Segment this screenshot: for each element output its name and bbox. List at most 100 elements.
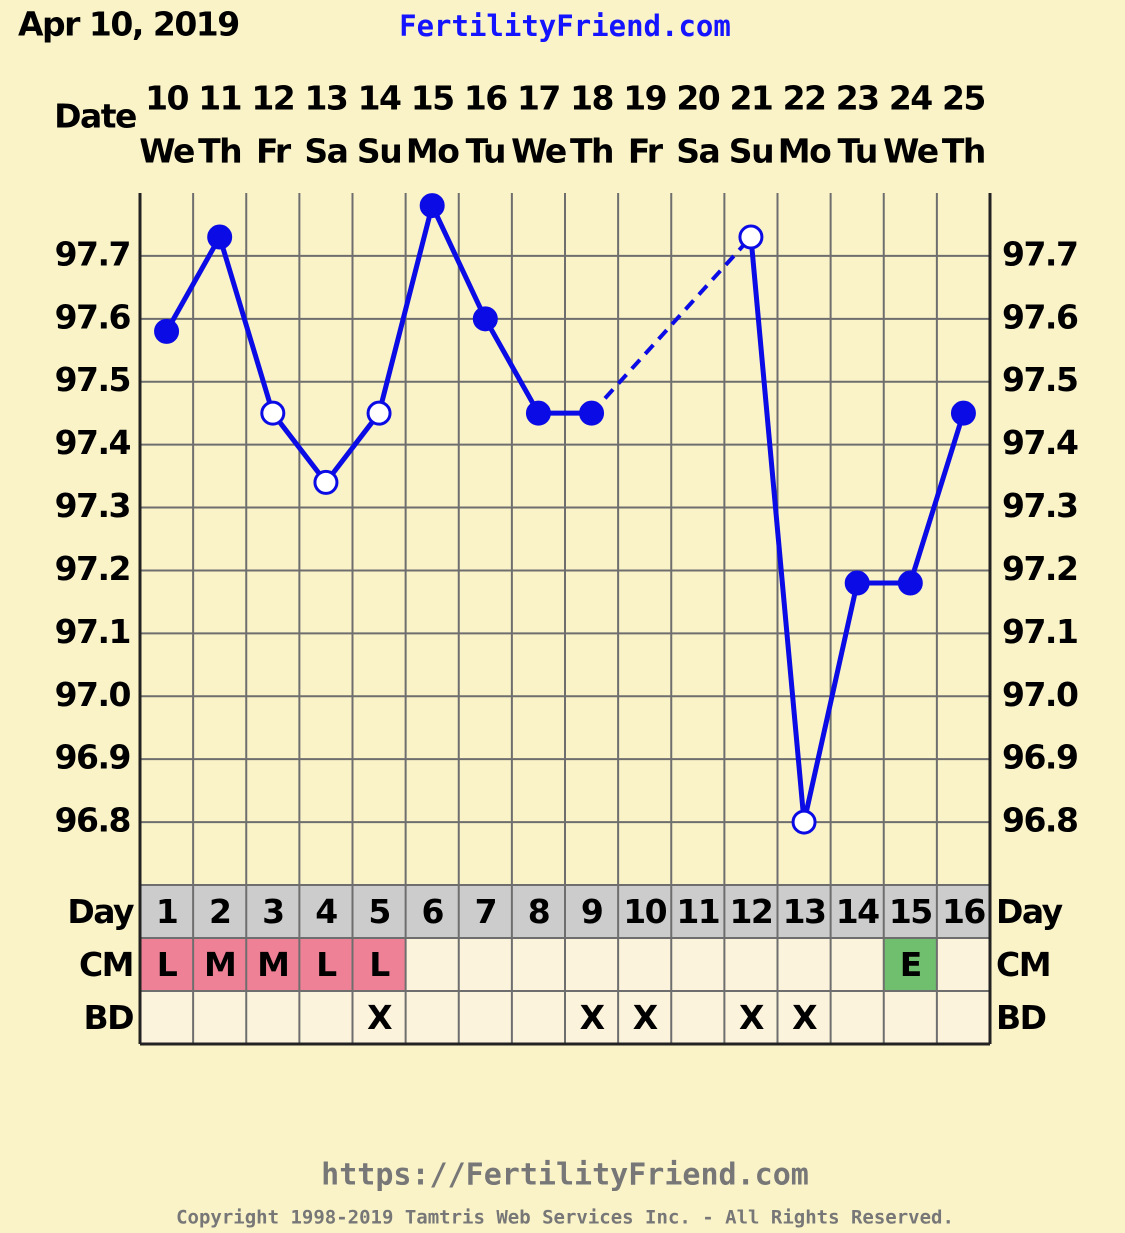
day-cell xyxy=(511,885,565,938)
temperature-point xyxy=(950,400,976,426)
day-number: 11 xyxy=(676,892,719,931)
temperature-point xyxy=(525,400,551,426)
cm-cell xyxy=(936,938,990,991)
y-tick-label: 97.2 xyxy=(55,549,130,588)
day-cell xyxy=(352,885,406,938)
cm-cell xyxy=(777,938,831,991)
row-label: CM xyxy=(79,945,133,984)
weekday: Sa xyxy=(304,132,347,171)
cm-value: M xyxy=(204,945,235,984)
date: 11 xyxy=(198,79,241,118)
cm-cell xyxy=(511,938,565,991)
day-number: 7 xyxy=(475,892,496,931)
weekday: We xyxy=(139,132,194,171)
row-label-right: CM xyxy=(996,945,1050,984)
temperature-point xyxy=(366,400,392,426)
temperature-point xyxy=(313,469,339,495)
day-cell xyxy=(671,885,725,938)
bd-cell xyxy=(511,991,565,1044)
y-tick-label-right: 97.4 xyxy=(1002,423,1078,462)
weekday: Mo xyxy=(406,132,459,171)
temperature-point xyxy=(419,193,445,219)
weekday: We xyxy=(511,132,566,171)
cm-cell xyxy=(724,938,778,991)
site-name: FertilityFriend.com xyxy=(399,9,731,43)
bd-cell xyxy=(299,991,353,1044)
weekday: Su xyxy=(357,132,401,171)
day-number: 4 xyxy=(315,892,337,931)
cm-value: L xyxy=(369,945,390,984)
bd-cell xyxy=(618,991,672,1044)
day-number: 8 xyxy=(528,892,549,931)
date: 14 xyxy=(358,79,401,118)
y-tick-label-right: 97.6 xyxy=(1002,297,1078,336)
cm-cell xyxy=(830,938,884,991)
y-tick-label: 96.9 xyxy=(55,738,130,777)
day-cell xyxy=(777,885,831,938)
bd-cell xyxy=(352,991,406,1044)
bd-cell xyxy=(724,991,778,1044)
weekday: Mo xyxy=(778,132,831,171)
y-tick-label-right: 97.0 xyxy=(1002,675,1078,714)
y-tick-label-right: 97.7 xyxy=(1002,234,1077,273)
temperature-point xyxy=(260,400,286,426)
date: 22 xyxy=(783,79,826,118)
weekday: Su xyxy=(729,132,773,171)
day-cell xyxy=(830,885,884,938)
bd-value: X xyxy=(633,998,658,1037)
cm-cell xyxy=(883,938,937,991)
day-number: 10 xyxy=(623,892,666,931)
day-number: 1 xyxy=(156,892,177,931)
date: 25 xyxy=(942,79,985,118)
cm-value: M xyxy=(257,945,288,984)
weekday: Sa xyxy=(676,132,719,171)
y-tick-label-right: 96.9 xyxy=(1002,738,1077,777)
copyright: Copyright 1998-2019 Tamtris Web Services… xyxy=(176,1207,954,1229)
bd-cell xyxy=(140,991,194,1044)
y-tick-label: 97.6 xyxy=(55,297,131,336)
y-tick-label-right: 97.3 xyxy=(1002,486,1077,525)
day-number: 13 xyxy=(783,892,826,931)
y-tick-label-right: 97.2 xyxy=(1002,549,1077,588)
day-cell xyxy=(458,885,512,938)
temperature-point xyxy=(738,224,764,250)
day-number: 2 xyxy=(209,892,230,931)
weekday: We xyxy=(883,132,938,171)
cm-cell xyxy=(458,938,512,991)
cm-value: E xyxy=(900,945,921,984)
cm-cell xyxy=(140,938,194,991)
bd-cell xyxy=(565,991,619,1044)
y-tick-label: 97.0 xyxy=(55,675,131,714)
day-number: 12 xyxy=(729,892,772,931)
day-cell xyxy=(936,885,990,938)
day-cell xyxy=(193,885,247,938)
date: 24 xyxy=(889,79,932,118)
cm-cell xyxy=(565,938,619,991)
bd-value: X xyxy=(367,998,392,1037)
y-tick-label: 97.7 xyxy=(55,234,130,273)
cm-cell xyxy=(618,938,672,991)
temperature-point xyxy=(791,809,817,835)
temperature-point xyxy=(897,570,923,596)
weekday: Tu xyxy=(466,132,505,171)
y-tick-label-right: 97.1 xyxy=(1002,612,1077,651)
day-cell xyxy=(299,885,353,938)
bd-value: X xyxy=(739,998,764,1037)
date: 15 xyxy=(411,79,454,118)
day-cell xyxy=(246,885,300,938)
cm-cell xyxy=(352,938,406,991)
cm-cell xyxy=(193,938,247,991)
cm-value: L xyxy=(157,945,178,984)
bd-cell xyxy=(830,991,884,1044)
day-cell xyxy=(140,885,194,938)
y-tick-label: 97.5 xyxy=(55,360,130,399)
bd-cell xyxy=(405,991,459,1044)
bd-cell xyxy=(193,991,247,1044)
y-tick-label: 97.4 xyxy=(55,423,131,462)
day-number: 6 xyxy=(421,892,443,931)
date: 16 xyxy=(464,79,507,118)
date: 23 xyxy=(836,79,879,118)
cm-cell xyxy=(246,938,300,991)
bd-cell xyxy=(246,991,300,1044)
